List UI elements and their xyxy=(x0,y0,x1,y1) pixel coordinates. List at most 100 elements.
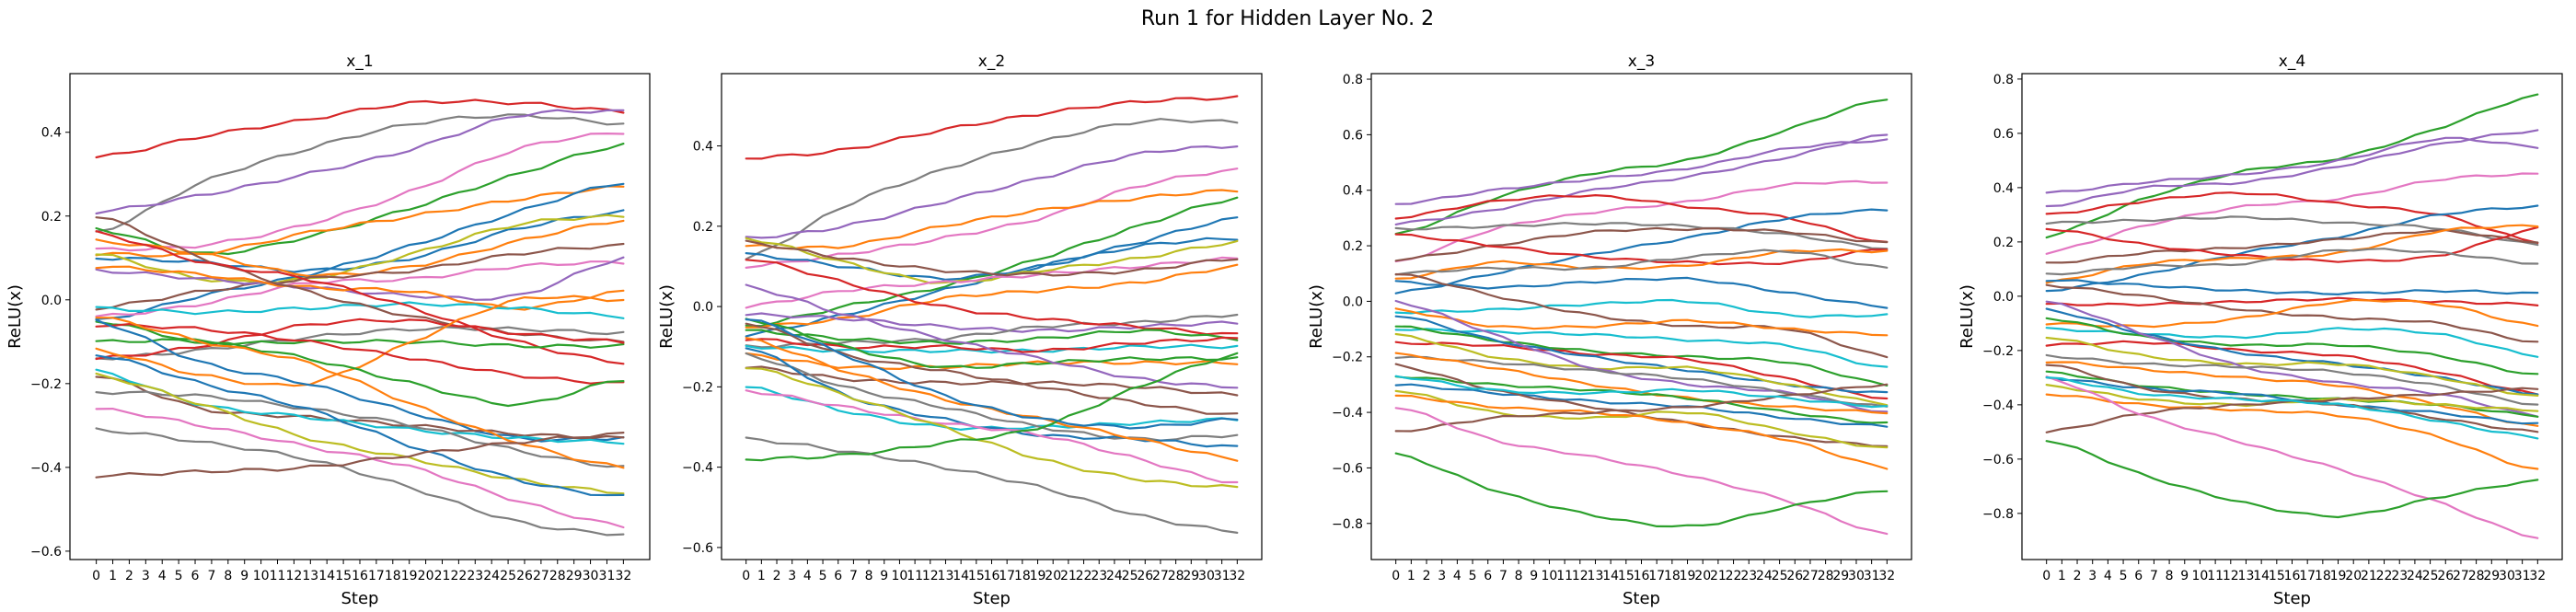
series-line xyxy=(745,256,1239,309)
x-tick-label: 28 xyxy=(1168,569,1184,583)
x-axis-label: Step xyxy=(973,589,1011,608)
x-tick-label: 9 xyxy=(240,569,248,583)
x-tick-label: 26 xyxy=(1137,569,1153,583)
x-tick-label: 5 xyxy=(175,569,183,583)
series-line xyxy=(95,214,625,284)
x-tick-label: 25 xyxy=(2422,569,2439,583)
series-line xyxy=(745,322,1239,415)
x-tick-label: 31 xyxy=(599,569,616,583)
series-line xyxy=(745,436,1239,534)
series-line xyxy=(2045,353,2539,406)
subplot-title: x_1 xyxy=(346,52,373,71)
x-tick-label: 6 xyxy=(1484,569,1492,583)
series-line xyxy=(745,95,1239,160)
subplot-title: x_4 xyxy=(2279,52,2305,71)
x-tick-label: 2 xyxy=(2074,569,2082,583)
x-tick-label: 9 xyxy=(2180,569,2189,583)
x-axis-label: Step xyxy=(1623,589,1660,608)
subplot-title: x_3 xyxy=(1628,52,1655,71)
x-tick-label: 14 xyxy=(2253,569,2270,583)
x-tick-label: 1 xyxy=(2058,569,2066,583)
series-group xyxy=(1394,98,1889,536)
series-line xyxy=(1394,341,1889,400)
x-tick-label: 14 xyxy=(318,569,335,583)
series-line xyxy=(2045,204,2539,293)
series-line xyxy=(745,318,1239,369)
x-tick-label: 1 xyxy=(757,569,766,583)
series-line xyxy=(2045,136,2539,194)
y-axis-label: ReLU(x) xyxy=(1958,284,1977,349)
x-tick-label: 22 xyxy=(450,569,467,583)
x-tick-label: 2 xyxy=(125,569,133,583)
x-tick-label: 27 xyxy=(533,569,549,583)
x-tick-label: 7 xyxy=(207,569,215,583)
x-tick-label: 13 xyxy=(302,569,318,583)
x-tick-label: 31 xyxy=(1214,569,1230,583)
x-tick-label: 7 xyxy=(849,569,858,583)
x-tick-label: 3 xyxy=(2088,569,2097,583)
series-line xyxy=(1394,363,1889,447)
y-tick-label: 0.4 xyxy=(41,126,62,141)
x-tick-label: 9 xyxy=(1530,569,1538,583)
y-tick-label: 0.8 xyxy=(1343,73,1363,87)
series-line xyxy=(2045,93,2539,239)
x-tick-label: 29 xyxy=(566,569,583,583)
x-tick-label: 0 xyxy=(92,569,100,583)
y-tick-label: 0.4 xyxy=(1993,181,2014,196)
x-tick-label: 9 xyxy=(880,569,888,583)
x-tick-label: 16 xyxy=(984,569,1000,583)
series-line xyxy=(95,230,625,365)
x-tick-label: 14 xyxy=(1602,569,1619,583)
x-tick-label: 0 xyxy=(2042,569,2050,583)
series-line xyxy=(1394,389,1889,449)
series-line xyxy=(745,386,1239,431)
x-tick-label: 25 xyxy=(500,569,516,583)
series-line xyxy=(2045,376,2539,440)
y-tick-label: 0.2 xyxy=(1343,239,1363,254)
x-tick-label: 14 xyxy=(953,569,969,583)
series-line xyxy=(2045,298,2539,329)
y-tick-label: −0.2 xyxy=(1332,351,1363,365)
series-line xyxy=(95,318,625,361)
series-line xyxy=(1394,452,1889,528)
x-tick-label: 31 xyxy=(1864,569,1880,583)
series-line xyxy=(1394,133,1889,225)
series-group xyxy=(95,98,625,537)
series-line xyxy=(2045,283,2539,343)
series-line xyxy=(95,98,625,159)
x-tick-label: 24 xyxy=(483,569,500,583)
x-tick-label: 5 xyxy=(2120,569,2128,583)
x-tick-label: 23 xyxy=(2391,569,2408,583)
x-tick-label: 22 xyxy=(1076,569,1092,583)
x-tick-label: 13 xyxy=(2238,569,2255,583)
x-tick-label: 25 xyxy=(1772,569,1788,583)
series-line xyxy=(95,338,625,408)
y-axis-label: ReLU(x) xyxy=(6,284,25,349)
x-tick-label: 29 xyxy=(1183,569,1199,583)
y-tick-label: 0.0 xyxy=(41,294,62,308)
series-line xyxy=(95,182,625,320)
y-tick-label: −0.2 xyxy=(682,380,713,395)
series-line xyxy=(2045,361,2539,427)
subplot-title: x_2 xyxy=(978,52,1005,71)
x-tick-label: 32 xyxy=(2529,569,2546,583)
series-line xyxy=(745,312,1239,333)
series-line xyxy=(745,343,1239,354)
series-line xyxy=(1394,98,1889,236)
x-tick-label: 23 xyxy=(1740,569,1757,583)
series-line xyxy=(1394,299,1889,413)
x-tick-label: 11 xyxy=(2207,569,2224,583)
y-tick-label: 0.8 xyxy=(1993,73,2014,87)
figure-suptitle: Run 1 for Hidden Layer No. 2 xyxy=(1141,7,1434,30)
y-tick-label: −0.4 xyxy=(30,461,62,476)
series-line xyxy=(95,390,625,468)
x-tick-label: 3 xyxy=(1438,569,1446,583)
series-line xyxy=(1394,276,1889,309)
y-tick-label: 0.0 xyxy=(1993,290,2014,305)
series-line xyxy=(2045,340,2539,396)
x-tick-label: 19 xyxy=(2330,569,2347,583)
x-tick-label: 17 xyxy=(1648,569,1665,583)
x-tick-label: 17 xyxy=(368,569,385,583)
series-line xyxy=(95,185,625,258)
